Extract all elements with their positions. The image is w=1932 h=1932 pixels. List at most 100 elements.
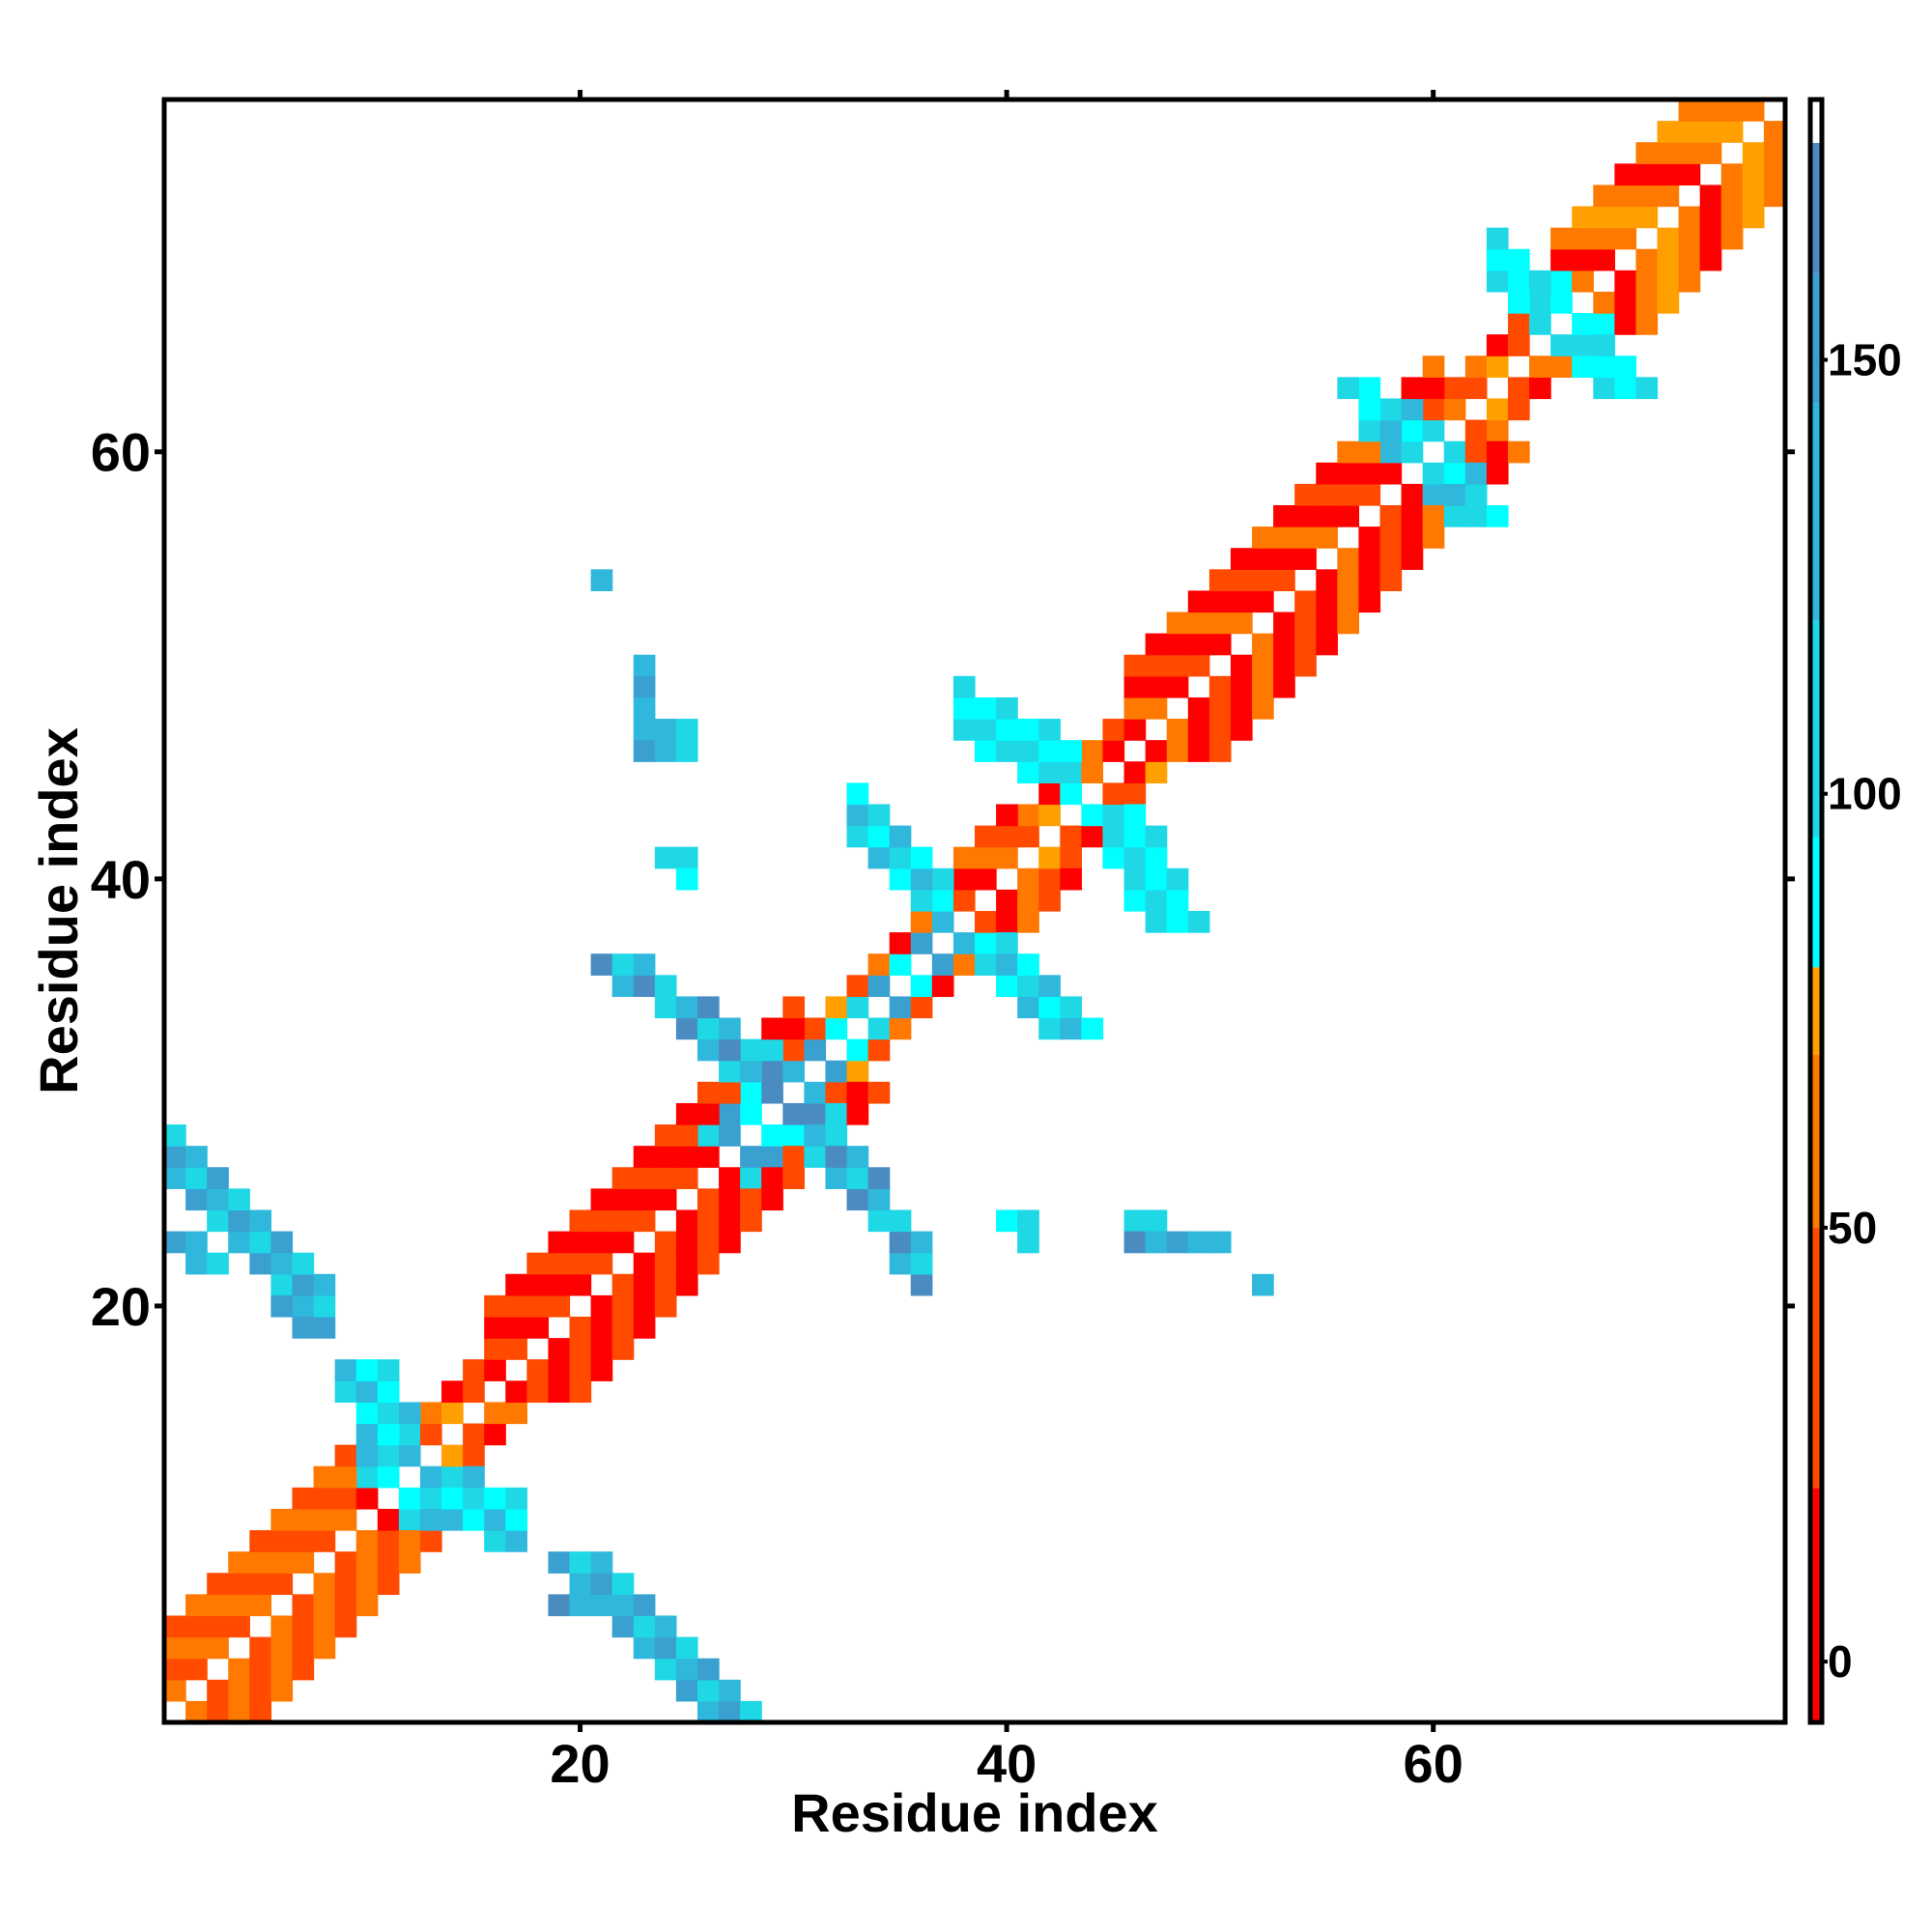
heatmap-cell (548, 1231, 571, 1254)
heatmap-cell (249, 1231, 271, 1254)
heatmap-cell (611, 1338, 635, 1360)
heatmap-cell (313, 1294, 336, 1318)
heatmap-cell (696, 1081, 720, 1104)
x-axis-ticks: 20 40 60 (550, 90, 1463, 1794)
heatmap-cell (696, 1102, 720, 1125)
heatmap-cell (889, 996, 912, 1019)
heatmap-cell (1763, 163, 1786, 186)
heatmap-cell (548, 1338, 571, 1360)
heatmap-cell (398, 1423, 421, 1446)
heatmap-cell (1187, 590, 1210, 613)
heatmap-cell (1443, 440, 1466, 464)
heatmap-cell (1550, 270, 1573, 293)
heatmap-cell (207, 1679, 229, 1702)
heatmap-cell (1316, 526, 1338, 549)
heatmap-cell (1038, 761, 1061, 783)
heatmap-cell (292, 1530, 315, 1552)
heatmap-cell (1017, 1231, 1039, 1254)
heatmap-cell (996, 889, 1018, 912)
heatmap-cell (1486, 248, 1509, 271)
heatmap-cell (1187, 611, 1210, 635)
heatmap-cell (164, 1636, 186, 1660)
heatmap-cell (249, 1679, 271, 1702)
heatmap-cell (996, 825, 1018, 848)
heatmap-cell (1166, 911, 1189, 933)
heatmap-cell (975, 825, 997, 848)
heatmap-cell (1635, 313, 1659, 335)
heatmap-cell (1550, 355, 1573, 378)
heatmap-cell (292, 1658, 315, 1681)
heatmap-cell (1252, 569, 1274, 592)
heatmap-cell (228, 1209, 250, 1233)
heatmap-cell (1593, 313, 1615, 335)
heatmap-cell (1550, 291, 1573, 314)
heatmap-cell (1145, 867, 1168, 891)
heatmap-cell (1358, 483, 1381, 506)
heatmap-cell (313, 1317, 336, 1339)
heatmap-cell (1145, 654, 1168, 677)
heatmap-cell (975, 932, 997, 954)
heatmap-cell (185, 1615, 208, 1638)
heatmap-cell (1507, 377, 1530, 400)
heatmap-cell (377, 1423, 400, 1446)
heatmap-cell (740, 1081, 762, 1104)
heatmap-cell (719, 1188, 741, 1211)
heatmap-cell (996, 975, 1018, 998)
heatmap-cell (1123, 675, 1147, 698)
heatmap-cell (611, 1209, 635, 1233)
heatmap-cell (313, 1465, 336, 1489)
heatmap-cell (1678, 206, 1701, 229)
heatmap-cell (825, 1146, 848, 1168)
heatmap-cell (889, 953, 912, 976)
heatmap-cell (590, 953, 613, 976)
heatmap-cell (1358, 569, 1381, 592)
heatmap-cell (484, 1338, 506, 1360)
heatmap-cell (1529, 355, 1551, 378)
heatmap-cell (1187, 740, 1210, 762)
heatmap-cell (484, 1487, 506, 1510)
heatmap-cell (633, 975, 656, 998)
heatmap-cell (846, 1081, 869, 1104)
heatmap-cell (569, 1231, 592, 1254)
heatmap-cell (761, 1017, 783, 1040)
heatmap-cell (1145, 633, 1168, 656)
colorbar-band (1810, 837, 1822, 968)
heatmap-cell (654, 846, 677, 869)
heatmap-cell (1123, 846, 1147, 869)
heatmap-cell (1464, 355, 1488, 378)
heatmap-cell (1038, 719, 1061, 741)
heatmap-cell (675, 1124, 698, 1147)
heatmap-cell (804, 1102, 827, 1125)
heatmap-cell (1060, 740, 1082, 762)
heatmap-cell (1102, 719, 1125, 741)
heatmap-cell (228, 1615, 250, 1638)
heatmap-cell (441, 1444, 464, 1467)
heatmap-cell (1699, 206, 1722, 229)
heatmap-cell (910, 975, 933, 998)
heatmap-cell (249, 1209, 271, 1233)
heatmap-cell (1443, 483, 1466, 506)
heatmap-cell (1443, 398, 1466, 421)
heatmap-cell (975, 719, 997, 741)
heatmap-cell (846, 975, 869, 998)
heatmap-cell (804, 1124, 827, 1147)
heatmap-cell (654, 1658, 677, 1681)
heatmap-cell (952, 846, 976, 869)
heatmap-cell (1017, 719, 1039, 741)
heatmap-cell (889, 846, 912, 869)
heatmap-cell (207, 1636, 229, 1660)
heatmap-cell (505, 1338, 527, 1360)
heatmap-cell (1230, 696, 1253, 720)
heatmap-cell (1635, 163, 1659, 186)
heatmap-cell (1507, 334, 1530, 356)
heatmap-cell (1401, 526, 1424, 549)
heatmap-cell (377, 1551, 400, 1574)
heatmap-cell (1252, 1273, 1274, 1296)
heatmap-cell (719, 1060, 741, 1083)
heatmap-cell (611, 1573, 635, 1595)
heatmap-cell (1123, 1209, 1147, 1233)
heatmap-cell (1337, 462, 1360, 485)
heatmap-cell (207, 1594, 229, 1617)
heatmap-cell (1678, 142, 1701, 164)
heatmap-cell (633, 1146, 656, 1168)
